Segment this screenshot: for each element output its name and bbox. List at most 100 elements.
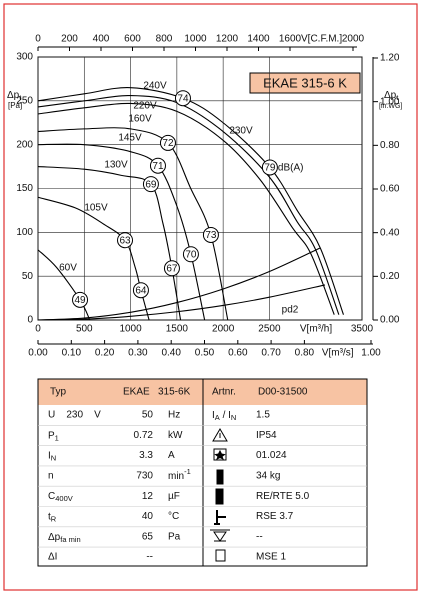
noise-marker <box>132 282 149 299</box>
table-cell-part: Δp <box>48 531 61 542</box>
y2-axis-label-part: Δp <box>384 90 397 101</box>
table-cell-part: C <box>48 491 55 502</box>
table-cell-part: R <box>51 514 57 523</box>
table-cell: P1 <box>48 430 59 442</box>
table-cell: n <box>48 471 54 482</box>
x-axis-label: V[m³/h] <box>300 324 332 335</box>
y-axis-label-part: t <box>19 93 22 102</box>
table-cell: MSE 1 <box>256 552 286 563</box>
table-cell: 01.024 <box>256 450 287 461</box>
curve <box>37 95 340 315</box>
curve <box>37 102 335 315</box>
table-cell: 3.3 <box>139 450 153 461</box>
table-cell: 50 <box>142 410 154 421</box>
noise-label: 49 <box>74 295 86 306</box>
table-header-cell: Artnr. <box>212 387 236 398</box>
x3-tick-label: 1000 <box>184 34 207 45</box>
x-tick-label: 3500 <box>351 324 374 335</box>
icon-star <box>213 448 227 461</box>
noise-label: 71 <box>152 161 164 172</box>
table-cell: °C <box>168 511 179 522</box>
noise-marker <box>202 226 219 243</box>
curve <box>37 166 182 321</box>
page-border <box>3 3 418 591</box>
table-cell: kW <box>168 430 183 441</box>
y-axis-unit: [Pa] <box>8 101 22 110</box>
table-cell-part: -1 <box>184 467 191 476</box>
chart-title: EKAE 315-6 K <box>263 75 347 90</box>
table-cell-part: P <box>48 430 55 441</box>
y2-tick-label: 0.20 <box>380 271 400 282</box>
x-tick-label: 2500 <box>258 324 281 335</box>
table-cell-part: / I <box>220 410 231 421</box>
x2-tick-label: 1.00 <box>361 348 381 359</box>
noise-marker <box>117 232 134 249</box>
table-cell: min-1 <box>168 467 191 482</box>
y2-tick-label: 0.80 <box>380 140 400 151</box>
curve-label: 60V <box>59 263 77 274</box>
table-cell: 34 kg <box>256 471 280 482</box>
noise-marker <box>159 134 176 151</box>
curve-label: 240V <box>143 81 167 92</box>
x2-tick-label: 0.70 <box>261 348 281 359</box>
x-tick-label: 500 <box>76 324 93 335</box>
y-tick-label: 150 <box>16 183 33 194</box>
table-cell-part: N <box>231 413 236 422</box>
x3-tick-label: 400 <box>93 34 110 45</box>
curve-label: 130V <box>104 160 128 171</box>
x2-tick-label: 0.40 <box>161 348 181 359</box>
noise-marker <box>72 291 89 308</box>
table-cell: Δpfa min <box>48 531 81 543</box>
x2-tick-label: 0.80 <box>295 348 315 359</box>
table-cell-part: 400V <box>55 494 73 503</box>
y-tick-label: 300 <box>16 52 33 63</box>
table-cell: IN <box>48 450 56 462</box>
curve-label: 220V <box>133 101 157 112</box>
table-cell: RE/RTE 5.0 <box>256 491 310 502</box>
curve-label: pd2 <box>282 305 299 316</box>
table-header-cell: 315-6K <box>158 387 191 398</box>
x3-tick-label: 600 <box>124 34 141 45</box>
table-cell: 1.5 <box>256 410 270 421</box>
icon-weight <box>216 469 224 485</box>
table-cell: IA / IN <box>212 410 236 422</box>
table-cell-part: min <box>168 471 184 482</box>
x2-axis-label: V[m³/s] <box>322 348 354 359</box>
x-tick-label: 0 <box>35 324 41 335</box>
table-cell: A <box>168 450 175 461</box>
table-cell: Hz <box>168 410 180 421</box>
table-cell-part: A <box>215 413 220 422</box>
table-header-cell: Typ <box>50 387 67 398</box>
x3-axis-label: V[C.F.M.] <box>301 34 342 45</box>
curve <box>37 247 321 321</box>
table-cell-part: N <box>51 454 56 463</box>
x3-tick-label: 200 <box>61 34 78 45</box>
table-cell-part: I <box>48 450 51 461</box>
noise-label: 63 <box>119 235 131 246</box>
table-cell-part: t <box>48 511 51 522</box>
noise-label: 73 <box>205 230 217 241</box>
y-tick-label: 200 <box>16 139 33 150</box>
x3-tick-label: 1600 <box>279 34 302 45</box>
x-tick-label: 1500 <box>166 324 189 335</box>
x3-tick-label: 1200 <box>216 34 239 45</box>
y2-axis-unit: [in.WG] <box>379 103 402 110</box>
icon-thermal <box>214 510 226 525</box>
y2-tick-label: 1.00 <box>380 96 400 107</box>
y2-axis-label-part: t <box>396 93 399 102</box>
noise-marker <box>163 260 180 277</box>
table-cell-part: 1 <box>55 433 59 442</box>
table-cell: C400V <box>48 491 73 503</box>
curve-label: 105V <box>84 203 108 214</box>
y-tick-label: 100 <box>16 227 33 238</box>
x-tick-label: 2000 <box>212 324 235 335</box>
x2-tick-label: 0.60 <box>228 348 248 359</box>
noise-label: 64 <box>135 285 147 296</box>
noise-label: 67 <box>166 263 178 274</box>
noise-marker <box>142 176 159 193</box>
x2-tick-label: 0.20 <box>95 348 115 359</box>
table-cell-part: I <box>212 410 215 421</box>
y2-tick-label: 0.00 <box>380 315 400 326</box>
noise-marker <box>261 159 278 176</box>
y2-tick-label: 0.60 <box>380 184 400 195</box>
